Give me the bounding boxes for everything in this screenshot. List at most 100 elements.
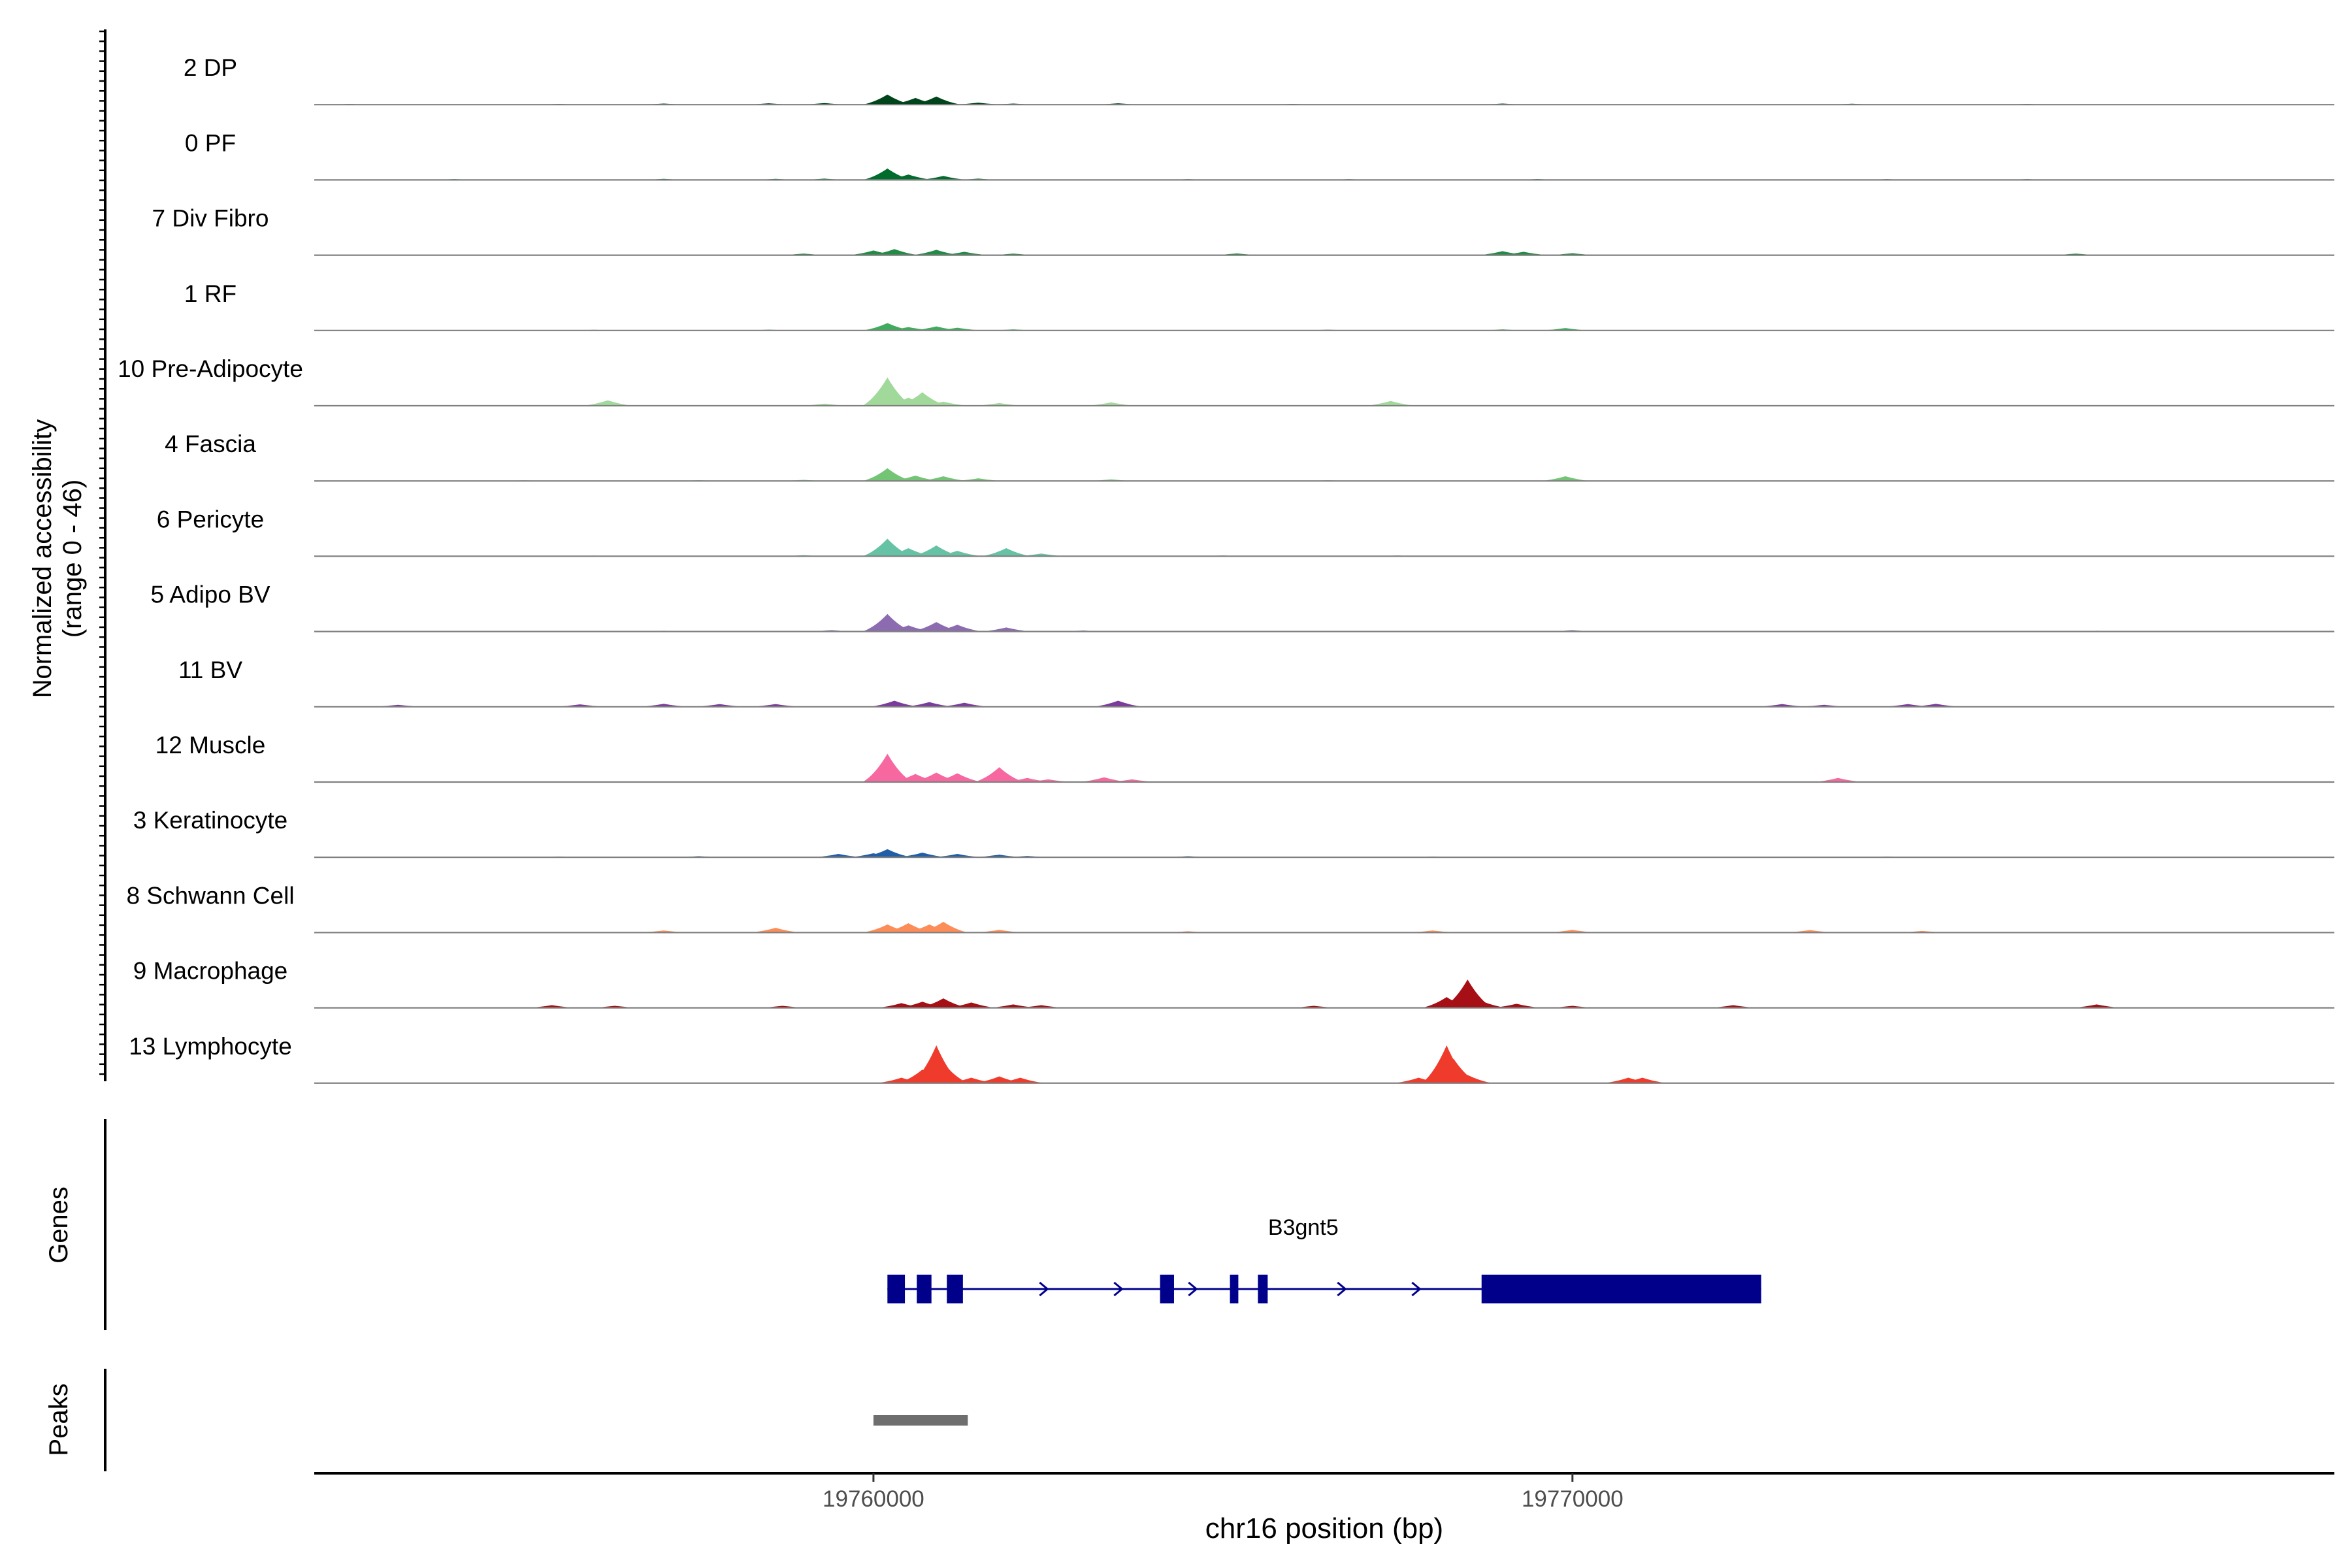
coverage-tracks: 2 DP 0 PF 7 Div Fibro 1 RF 10 Pre-Adipocyte 4… [118, 54, 2334, 1084]
track-12: 8 Schwann Cell [126, 882, 2334, 934]
coverage-peak [870, 700, 920, 707]
track-11: 3 Keratinocyte [133, 807, 2334, 858]
track-label: 10 Pre-Adipocyte [118, 355, 303, 382]
peak-region-bar [873, 1415, 968, 1426]
coverage-peak [2072, 1004, 2122, 1008]
track-4: 1 RF [184, 280, 2334, 331]
track-label: 8 Schwann Cell [126, 882, 294, 909]
track-2: 0 PF [185, 129, 2334, 181]
x-tick-label: 19760000 [823, 1486, 924, 1512]
track-label: 1 RF [184, 280, 237, 307]
strand-arrow [1188, 1281, 1198, 1297]
coverage-peak [1617, 1077, 1667, 1083]
strand-arrow [1113, 1281, 1124, 1297]
genes-panel-label: Genes [44, 1186, 73, 1264]
coverage-peak [918, 401, 968, 406]
coverage-peak [904, 702, 955, 707]
coverage-peak [1541, 476, 1591, 482]
x-tick-label: 19770000 [1522, 1486, 1624, 1512]
coverage-peak [1498, 252, 1548, 255]
track-3: 7 Div Fibro [152, 205, 2334, 256]
coverage-peak [583, 400, 633, 406]
coverage-peak [1093, 700, 1143, 707]
coverage-peak [1813, 777, 1863, 782]
coverage-peak [862, 94, 913, 105]
track-label: 4 Fascia [165, 431, 256, 457]
track-8: 5 Adipo BV [150, 581, 2334, 632]
coverage-peak [911, 96, 962, 105]
track-label: 2 DP [184, 54, 237, 81]
gene-exon [1230, 1275, 1239, 1303]
track-label: 11 BV [178, 657, 242, 683]
coverage-peak [1443, 1075, 1493, 1083]
track-10: 12 Muscle [155, 732, 2334, 783]
x-axis-ticks: 19760000 19770000 [823, 1473, 1624, 1512]
coverage-peak [918, 998, 968, 1008]
coverage-peak [981, 548, 1032, 557]
coverage-peak [918, 476, 968, 482]
coverage-peak [1365, 400, 1416, 406]
coverage-peak [1443, 979, 1493, 1008]
coverage-peak [1086, 402, 1136, 406]
track-label: 9 Macrophage [133, 958, 288, 985]
coverage-peak [918, 176, 968, 180]
track-label: 5 Adipo BV [150, 581, 270, 608]
coverage-peak [862, 753, 913, 782]
coverage-peak [932, 773, 983, 782]
strand-arrow [1039, 1281, 1049, 1297]
coverage-peak [911, 250, 962, 255]
coverage-peak [862, 849, 913, 858]
coverage-peak [939, 702, 990, 707]
strand-arrow [1337, 1281, 1347, 1297]
track-y-label-line2: (range 0 - 46) [58, 480, 87, 638]
coverage-peak [988, 1004, 1038, 1008]
coverage-peak [939, 252, 990, 255]
coverage-peak [897, 392, 947, 406]
coverage-peak [981, 627, 1032, 632]
track-label: 0 PF [185, 129, 236, 156]
peaks-panel-label: Peaks [44, 1383, 73, 1456]
track-1: 2 DP [184, 54, 2334, 106]
gene-B3gnt5: B3gnt5 [887, 1215, 1761, 1303]
coverage-peak [862, 613, 913, 632]
coverage-peak [897, 852, 947, 858]
coverage-peak [918, 921, 968, 933]
coverage-peak [890, 475, 941, 482]
gene-exon [1481, 1275, 1761, 1303]
track-13: 9 Macrophage [133, 958, 2334, 1009]
gene-exon [1258, 1275, 1268, 1303]
track-label: 12 Muscle [155, 732, 266, 759]
coverage-peak [813, 854, 864, 858]
coverage-peak [1079, 777, 1129, 782]
peak-regions [873, 1415, 968, 1426]
strand-arrow [1411, 1281, 1422, 1297]
track-y-label-line1: Normalized accessibility [28, 419, 57, 698]
coverage-peak [870, 249, 920, 255]
coverage-peak [862, 468, 913, 482]
track-label: 6 Pericyte [157, 506, 265, 532]
track-9: 11 BV [178, 657, 2334, 708]
gene-exon [1160, 1275, 1174, 1303]
track-7: 6 Pericyte [157, 506, 2334, 557]
x-axis-label: chr16 position (bp) [1205, 1512, 1443, 1544]
coverage-peak [751, 928, 801, 933]
coverage-peak [1911, 704, 1961, 707]
accessibility-y-axis [99, 29, 106, 1081]
gene-name-label: B3gnt5 [1268, 1215, 1339, 1240]
coverage-peak [918, 1062, 968, 1083]
gene-models: B3gnt5 [887, 1215, 1761, 1303]
coverage-peak [1456, 1001, 1507, 1008]
coverage-peak [946, 1002, 996, 1008]
coverage-peak [862, 377, 913, 406]
track-label: 7 Div Fibro [152, 205, 269, 232]
track-label: 3 Keratinocyte [133, 807, 288, 834]
coverage-peak [995, 1077, 1045, 1083]
track-5: 10 Pre-Adipocyte [118, 355, 2334, 407]
gene-exon [917, 1275, 932, 1303]
track-14: 13 Lymphocyte [129, 1033, 2334, 1084]
coverage-peak [638, 704, 689, 707]
coverage-peak [1492, 1004, 1542, 1008]
coverage-peak [932, 551, 983, 557]
coverage-peak [883, 174, 934, 180]
